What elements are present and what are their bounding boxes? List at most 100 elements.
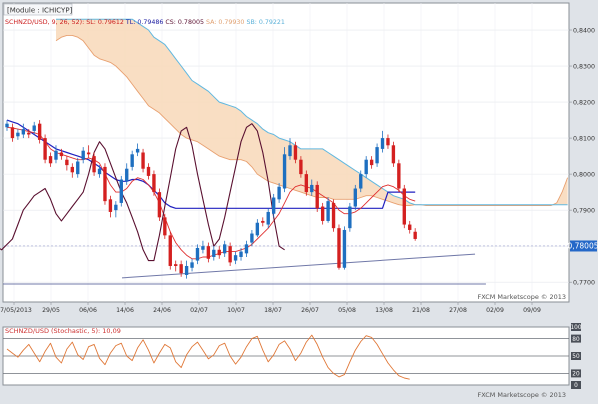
bullish-candle [223,240,227,257]
bearish-candle [43,134,47,164]
bullish-candle [239,247,243,261]
candle-body [386,138,390,146]
candle-body [174,264,178,266]
bullish-candle [195,244,200,265]
price-tick-label: 0,8100 [573,136,595,143]
candle-body [266,211,270,225]
bullish-candle [212,246,216,261]
tenkan-sen-line [6,126,416,260]
price-badge-bg [570,240,597,252]
legend-item: SA: 0.79930 [204,19,244,26]
bearish-candle [163,213,167,239]
legend-item: SL: 0.79612 [84,19,124,26]
candle-body [81,150,85,160]
candle-body [342,229,347,268]
candle-body [331,202,336,229]
bullish-candle [135,143,140,157]
bullish-candle [310,179,314,196]
bearish-candle [48,152,53,167]
price-badge: 0,78005 [567,240,598,252]
candle-body [190,262,194,268]
candle-body [141,152,145,169]
candle-body [37,123,42,140]
candle-body [304,174,309,193]
bullish-candle [81,147,85,164]
candle-body [348,206,352,229]
candle-body [326,201,330,221]
ichimoku-lines [0,119,569,285]
module-label: [Module : ICHICYP] [7,7,73,15]
bullish-candle [190,258,194,272]
bullish-candle [282,147,287,193]
bearish-candle [386,134,390,149]
candlesticks [5,120,417,279]
legend-item: SCHNZD/USD, 9, 26, 52): [5,19,84,26]
stochastic-tick-box [571,369,581,378]
sub-watermark: FXCM Marketscope © 2013 [477,391,566,399]
date-tick-label: 02/07 [190,307,208,314]
stochastic-line [6,334,410,380]
price-tick-label: 0,8000 [573,172,595,179]
bullish-candle [5,120,9,131]
module-box [3,3,73,16]
candle-body [397,163,401,189]
legend-item: SB: 0.79221 [244,19,284,26]
bearish-candle [408,220,412,234]
candle-body [114,204,118,211]
date-tick-label: 13/08 [375,307,393,314]
candle-body [32,125,36,131]
price-tick-label: 0,8200 [573,100,595,107]
stochastic-tick-label: 100 [570,325,581,331]
date-tick-label: 29/05 [42,307,60,314]
bullish-candle [97,165,102,178]
chikou-span-line [0,123,285,262]
candle-body [168,235,172,266]
candle-body [179,264,183,274]
candle-body [359,174,363,189]
bullish-candle [125,163,129,185]
candle-body [130,154,134,167]
bearish-candle [413,228,417,241]
candle-body [59,152,64,157]
kijun-sen-line [6,119,416,209]
legend-item: TL: 0.79486 [124,19,164,26]
bullish-candle [119,175,123,207]
cloud-fill [56,19,568,206]
bullish-candle [353,184,357,211]
bullish-candle [277,183,281,203]
bearish-candle [103,163,107,205]
bullish-candle [114,201,118,218]
bullish-candle [54,145,58,164]
candle-body [353,188,357,207]
candle-body [375,147,379,164]
candle-body [223,244,227,254]
candle-body [43,138,47,160]
candle-body [364,159,368,175]
stochastic-tick-label: 20 [572,372,580,378]
date-tick-label: 06/06 [79,307,97,314]
candle-body [152,174,156,193]
date-tick-label: 17/05/2013 [0,307,32,314]
bullish-candle [364,156,368,178]
candle-body [244,244,249,254]
bullish-candle [201,240,205,254]
bearish-candle [37,120,42,144]
date-tick-label: 27/08 [449,307,467,314]
candle-body [310,184,314,193]
candle-body [255,222,260,236]
date-tick-label: 14/06 [116,307,134,314]
bearish-candle [293,141,298,164]
candle-body [86,152,91,155]
candle-body [408,224,412,230]
bullish-candle [342,226,347,270]
candle-body [293,145,298,160]
bearish-candle [261,217,265,227]
bearish-candle [146,163,151,180]
candle-body [103,166,107,202]
bearish-candle [168,231,172,270]
bearish-candle [304,170,309,196]
candle-body [271,197,276,214]
candle-body [233,255,238,261]
stochastic-tick-box [571,323,581,331]
